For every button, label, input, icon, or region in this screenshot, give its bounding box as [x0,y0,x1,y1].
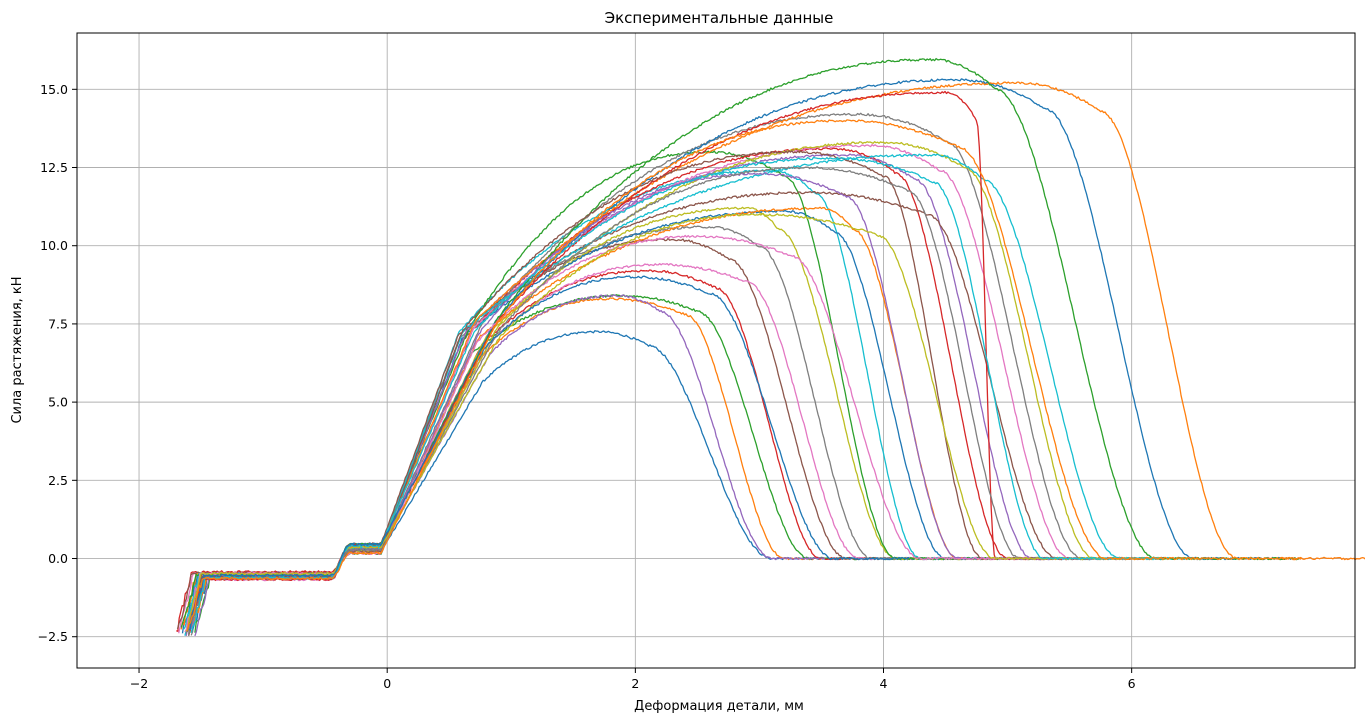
grid-lines [77,33,1355,668]
chart-title: Экспериментальные данные [605,9,834,27]
series-line [188,90,1069,636]
x-tick-label: 0 [383,676,391,691]
y-tick-label: 5.0 [48,395,68,410]
series-line [188,150,1055,631]
series-line [188,275,910,631]
y-axis-label: Сила растяжения, кН [10,276,25,423]
series-line [194,294,994,633]
x-axis-label: Деформация детали, мм [634,699,804,714]
y-tick-label: 10.0 [40,238,68,253]
series-line [191,209,1019,631]
series-line [185,294,826,637]
x-tick-label: −2 [130,676,148,691]
y-tick-label: 0.0 [48,551,68,566]
series-line [190,156,1164,634]
series-line [185,212,1149,632]
y-tick-label: 15.0 [40,82,68,97]
series-line [189,172,1050,631]
x-tick-label: 4 [880,676,888,691]
x-tick-label: 2 [631,676,639,691]
y-tick-label: 7.5 [48,316,68,331]
series-group [176,57,1365,637]
series-line [180,206,1058,630]
x-axis-ticks: −2 0 2 4 6 [130,668,1136,691]
series-line [188,206,980,634]
y-tick-label: 12.5 [40,160,68,175]
series-line [176,191,1171,630]
series-line [188,166,1096,637]
x-tick-label: 6 [1128,676,1136,691]
y-tick-label: −2.5 [38,629,68,644]
series-line [180,57,1300,628]
series-line [186,119,1302,631]
series-line [181,330,969,634]
y-tick-label: 2.5 [48,473,68,488]
y-axis-ticks: −2.5 0.0 2.5 5.0 7.5 10.0 12.5 15.0 [38,82,77,644]
plot-frame [76,32,1356,669]
